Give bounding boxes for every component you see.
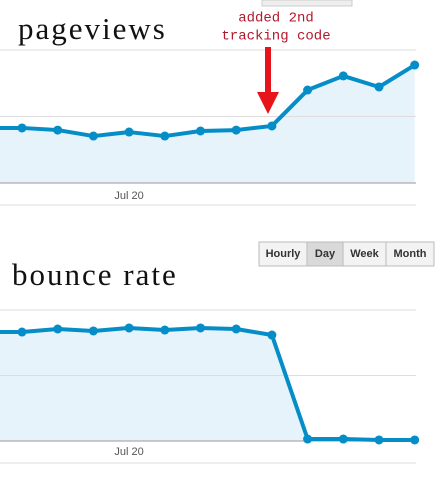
point bbox=[88, 131, 98, 141]
annotation: tracking code bbox=[221, 29, 330, 45]
point bbox=[338, 434, 348, 444]
point bbox=[196, 323, 205, 333]
x-tick-label: Jul 20 bbox=[114, 190, 143, 202]
range-button-label[interactable]: Day bbox=[315, 248, 336, 260]
point bbox=[124, 323, 134, 333]
point bbox=[267, 330, 277, 340]
chart-title: pageviews bbox=[18, 11, 167, 46]
range-button[interactable] bbox=[306, 241, 344, 267]
range-button[interactable] bbox=[342, 241, 387, 267]
range-button[interactable] bbox=[385, 241, 435, 267]
arrow-head bbox=[257, 92, 279, 114]
point bbox=[160, 131, 170, 141]
point bbox=[53, 324, 63, 334]
point bbox=[196, 126, 205, 136]
chart-title: bounce rate bbox=[12, 257, 178, 292]
x-tick-label: Jul 20 bbox=[114, 446, 143, 458]
range-button-label[interactable]: Hourly bbox=[266, 248, 302, 260]
point bbox=[374, 82, 384, 92]
point bbox=[338, 71, 348, 81]
cut-button-bar bbox=[261, 0, 353, 7]
area-fill bbox=[0, 327, 415, 441]
point bbox=[160, 325, 170, 335]
point bbox=[410, 435, 420, 445]
point bbox=[53, 125, 63, 135]
area-fill bbox=[0, 65, 415, 183]
point bbox=[303, 85, 313, 95]
line bbox=[21, 325, 415, 442]
point bbox=[410, 60, 420, 70]
point bbox=[267, 121, 277, 131]
point bbox=[17, 123, 27, 133]
annotation: added 2nd bbox=[238, 11, 314, 27]
point bbox=[374, 435, 384, 445]
range-button-label[interactable]: Month bbox=[394, 248, 427, 260]
line bbox=[21, 63, 416, 139]
point bbox=[303, 434, 313, 444]
point bbox=[17, 327, 27, 337]
point bbox=[231, 125, 241, 135]
point bbox=[231, 324, 241, 334]
range-button-label[interactable]: Week bbox=[350, 248, 379, 260]
point bbox=[88, 326, 98, 336]
point bbox=[124, 127, 134, 137]
range-button[interactable] bbox=[258, 241, 308, 267]
